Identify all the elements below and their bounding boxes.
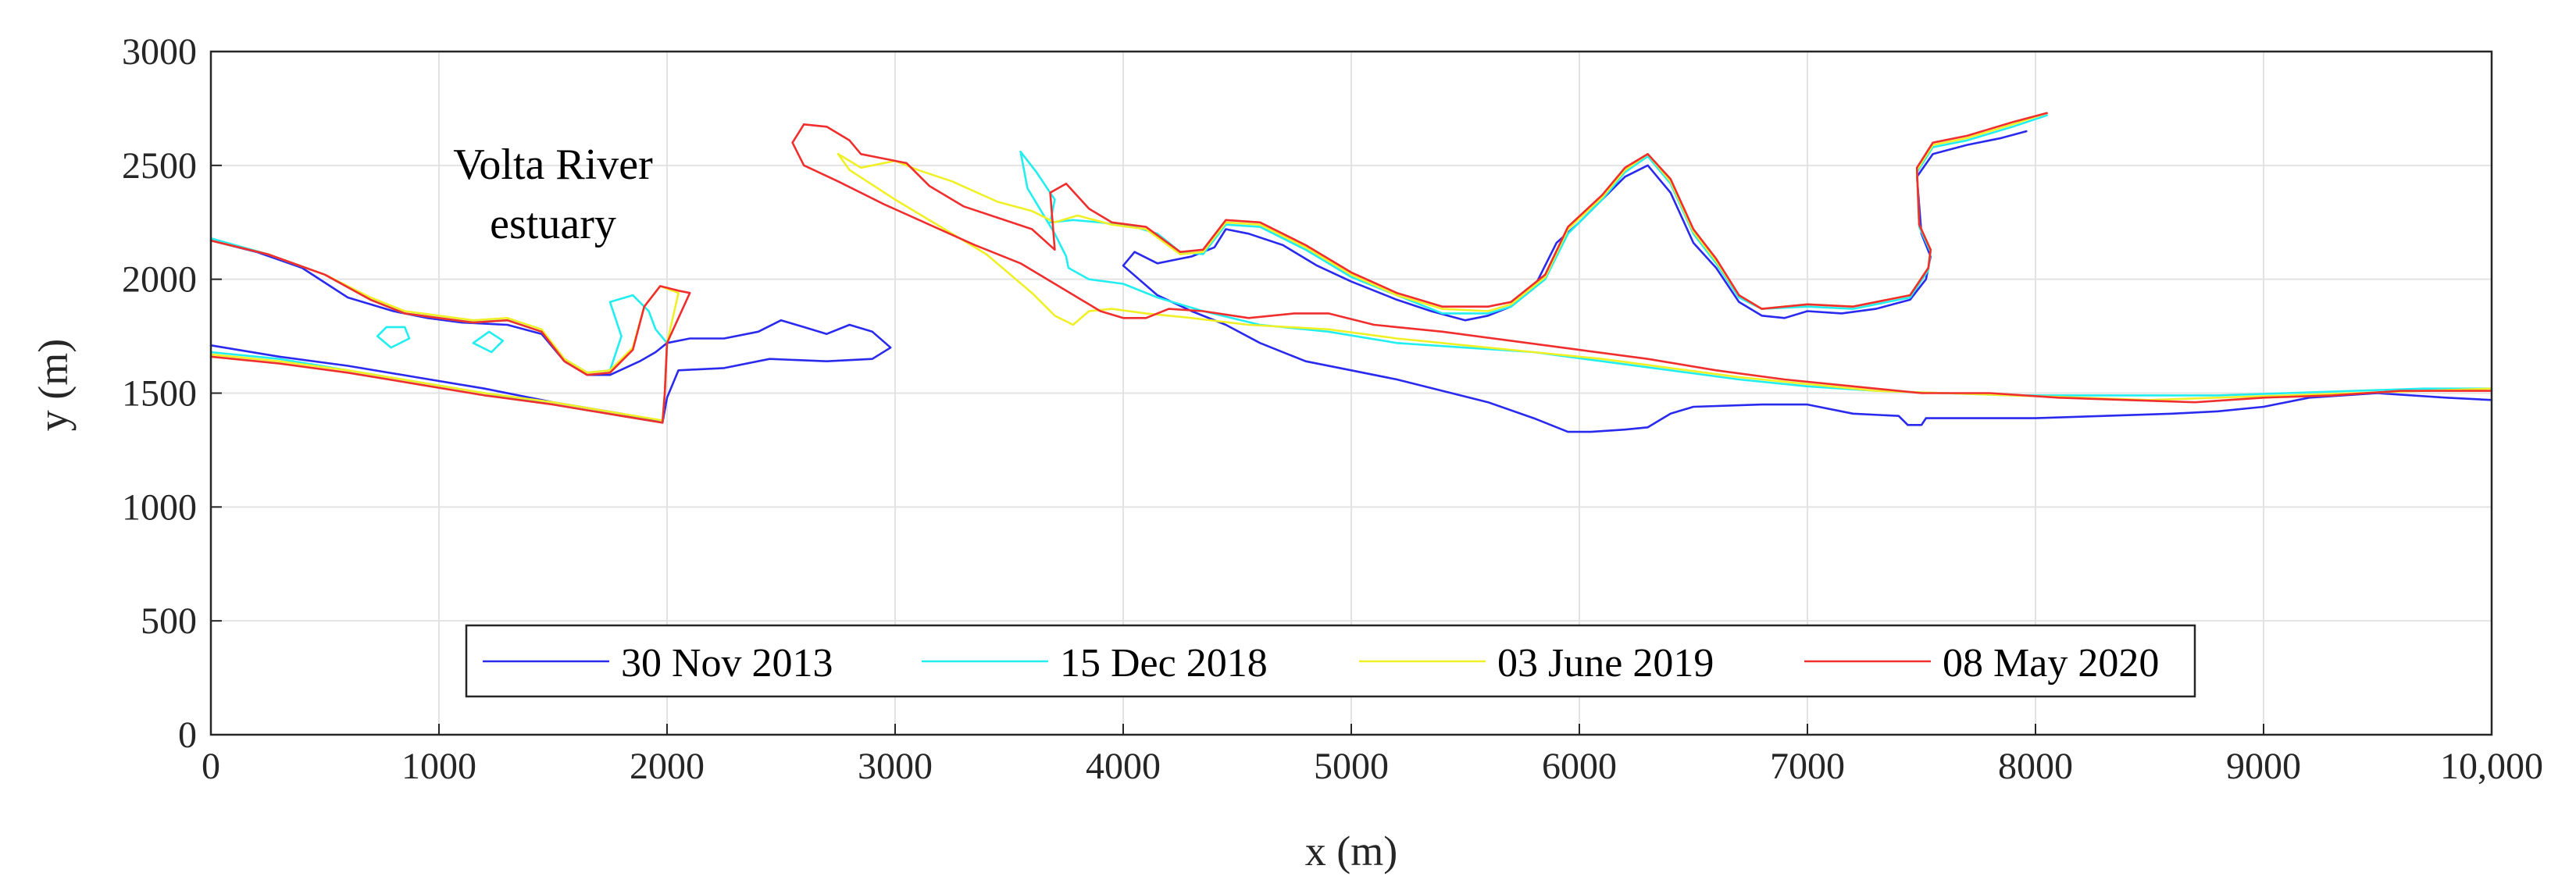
series-15-dec-2018-segment-5 (1019, 151, 2493, 397)
series-08-may-2020-segment-1 (209, 341, 669, 424)
y-tick-label: 0 (178, 714, 197, 756)
x-tick-label: 9000 (2226, 746, 2301, 787)
series-08-may-2020-segment-0 (209, 239, 691, 376)
x-axis-title: x (m) (1305, 828, 1397, 874)
legend-label-2013: 30 Nov 2013 (621, 641, 833, 686)
annotation-line-1: Volta River (453, 141, 653, 189)
x-tick-label: 10,000 (2440, 746, 2543, 787)
series-15-dec-2018-segment-2 (472, 330, 505, 354)
estuary-annotation: Volta River estuary (453, 141, 653, 248)
series-08-may-2020-segment-2 (802, 112, 2048, 310)
legend-label-2018: 15 Dec 2018 (1060, 641, 1268, 686)
x-tick-label: 4000 (1086, 746, 1161, 787)
series-15-dec-2018-segment-1 (376, 326, 411, 349)
series-08-may-2020 (209, 112, 2493, 424)
y-tick-label: 1000 (122, 486, 197, 528)
y-tick-label: 500 (141, 600, 197, 642)
x-tick-label: 1000 (401, 746, 476, 787)
series-layer (209, 112, 2493, 433)
legend-label-2019: 03 June 2019 (1497, 641, 1714, 686)
y-tick-label: 1500 (122, 373, 197, 415)
x-tick-label: 3000 (858, 746, 933, 787)
x-tick-label: 6000 (1542, 746, 1617, 787)
x-tick-label: 7000 (1770, 746, 1845, 787)
y-axis-title: y (m) (30, 339, 77, 431)
y-tick-label: 2000 (122, 259, 197, 301)
x-axis: 0 1000 2000 3000 4000 5000 6000 7000 8000 9000 10,… (202, 724, 2543, 787)
x-tick-label: 8000 (1998, 746, 2073, 787)
series-08-may-2020-segment-3 (791, 123, 2493, 404)
y-tick-label: 2500 (122, 145, 197, 187)
series-30-nov-2013-segment-2 (1122, 251, 2493, 433)
annotation-line-2: estuary (490, 200, 616, 248)
y-tick-label: 3000 (122, 31, 197, 73)
y-axis: 0 500 1000 1500 2000 2500 3000 (122, 31, 222, 756)
x-tick-label: 2000 (630, 746, 705, 787)
series-30-nov-2013-segment-0 (209, 239, 892, 424)
x-tick-label: 5000 (1314, 746, 1389, 787)
x-tick-label: 0 (202, 746, 220, 787)
legend-label-2020: 08 May 2020 (1943, 641, 2159, 686)
legend: 30 Nov 2013 15 Dec 2018 03 June 2019 08 … (465, 624, 2196, 698)
